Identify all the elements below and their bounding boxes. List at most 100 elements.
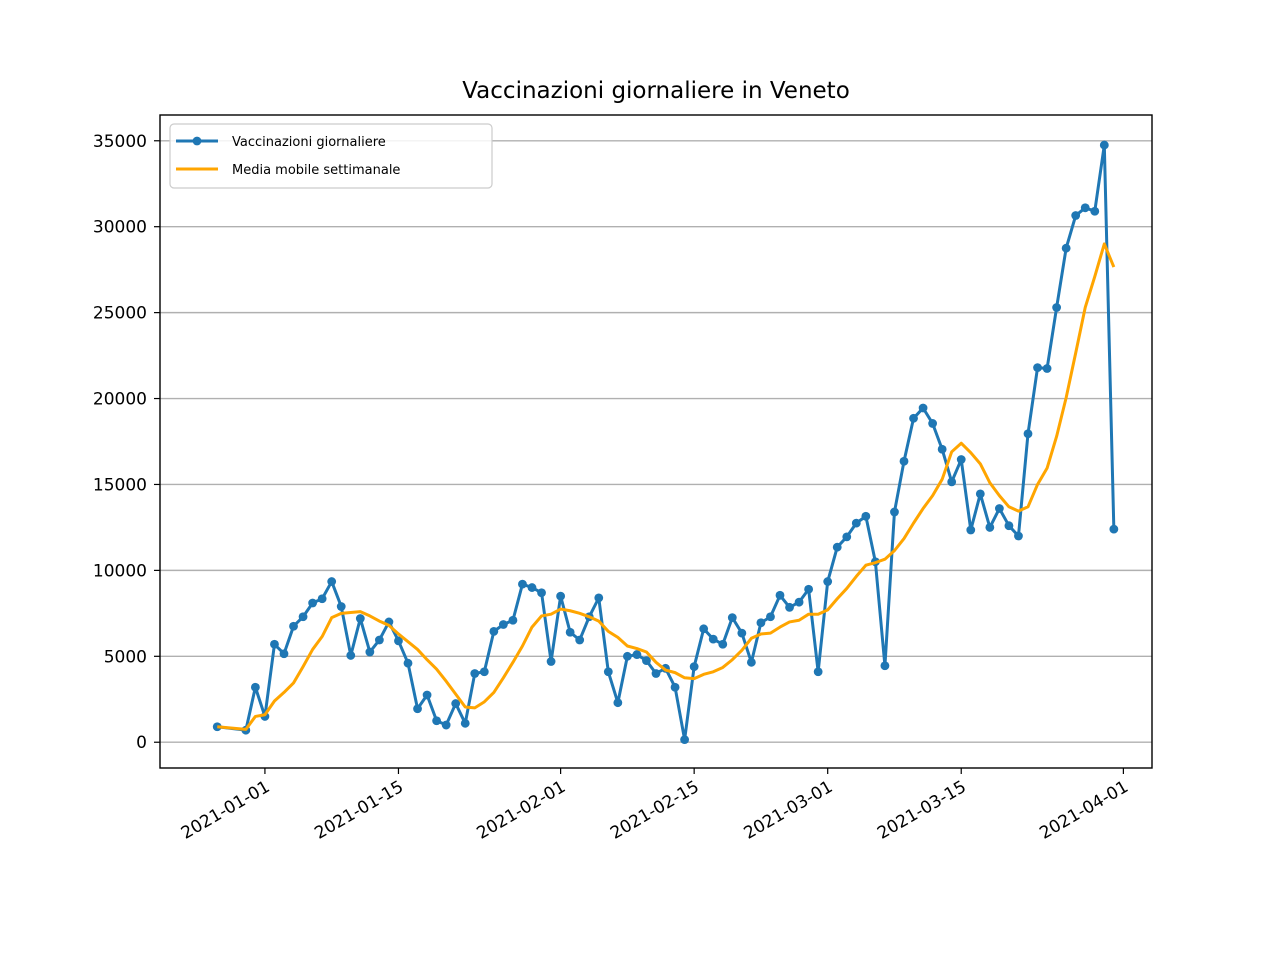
data-point xyxy=(575,635,585,645)
data-point xyxy=(861,511,871,521)
data-point xyxy=(737,628,747,638)
series-line-media-mobile-settimanale xyxy=(217,242,1116,731)
data-point xyxy=(804,584,814,594)
data-point xyxy=(394,636,403,646)
y-tick-label: 10000 xyxy=(93,561,147,581)
data-point xyxy=(899,456,909,466)
data-point xyxy=(890,507,899,517)
x-tick-label: 2021-03-01 xyxy=(741,777,837,844)
data-point xyxy=(565,627,575,637)
data-point xyxy=(556,591,566,601)
series-group xyxy=(212,140,1119,745)
data-point xyxy=(622,651,632,661)
plot-frame xyxy=(159,114,1153,769)
data-point xyxy=(270,639,279,649)
data-point xyxy=(537,588,546,598)
data-point xyxy=(1004,521,1014,531)
data-point xyxy=(994,504,1004,513)
data-point xyxy=(1014,531,1023,541)
data-point xyxy=(785,602,794,612)
data-point xyxy=(766,612,775,622)
data-point xyxy=(603,667,613,677)
y-tick-label: 0 xyxy=(136,733,147,753)
y-tick-label: 20000 xyxy=(93,390,147,410)
series-line-vaccinazioni-giornaliere xyxy=(217,143,1116,742)
y-tick-label: 25000 xyxy=(93,304,147,324)
data-point xyxy=(432,716,442,726)
data-point xyxy=(279,649,289,659)
x-tick-label: 2021-02-15 xyxy=(607,777,703,844)
data-point xyxy=(613,698,623,708)
data-point xyxy=(651,669,661,678)
plot-area xyxy=(212,140,1119,745)
data-point xyxy=(985,523,995,532)
data-point xyxy=(918,403,928,413)
data-point xyxy=(956,455,966,464)
data-point xyxy=(1042,364,1052,373)
y-tick-label: 35000 xyxy=(93,132,147,152)
data-point xyxy=(689,662,699,672)
data-point xyxy=(642,656,651,665)
data-point xyxy=(832,542,842,552)
x-tick-label: 2021-03-15 xyxy=(874,777,970,844)
y-tick-label: 30000 xyxy=(93,218,147,238)
data-point xyxy=(1109,524,1119,534)
data-point xyxy=(422,690,432,700)
data-point xyxy=(498,620,508,629)
data-point xyxy=(1033,363,1042,373)
data-point xyxy=(546,657,556,666)
x-tick-label: 2021-01-01 xyxy=(178,777,274,844)
data-point xyxy=(775,590,785,600)
data-point xyxy=(699,624,709,634)
data-point xyxy=(851,518,861,528)
data-point xyxy=(670,682,680,692)
data-point xyxy=(1023,429,1033,439)
data-point xyxy=(937,444,947,454)
data-point xyxy=(298,612,308,622)
data-point xyxy=(680,735,690,745)
data-point xyxy=(1061,243,1071,253)
chart-title: Vaccinazioni giornaliere in Veneto xyxy=(462,78,850,104)
data-point xyxy=(718,639,728,649)
data-point xyxy=(250,682,260,692)
data-point xyxy=(1090,206,1100,216)
legend-label: Media mobile settimanale xyxy=(232,163,400,178)
data-point xyxy=(842,532,852,542)
data-point xyxy=(479,667,489,677)
data-point xyxy=(289,621,298,631)
data-point xyxy=(880,661,890,671)
data-point xyxy=(1071,211,1081,220)
data-point xyxy=(527,583,537,592)
axes: 0 5000 10000 15000 20000 25000 30000 35000 2021-… xyxy=(93,132,1132,844)
data-point xyxy=(355,614,365,623)
data-point xyxy=(365,647,375,657)
legend: Vaccinazioni giornaliere Media mobile set… xyxy=(169,123,493,189)
data-point xyxy=(594,593,604,603)
data-point xyxy=(928,419,938,428)
data-point xyxy=(308,598,318,608)
legend-swatch-marker xyxy=(192,136,202,146)
data-point xyxy=(336,602,346,611)
data-point xyxy=(823,577,833,586)
data-point xyxy=(374,635,384,645)
grid-lines xyxy=(160,140,1152,743)
data-point xyxy=(413,704,422,714)
data-point xyxy=(632,650,642,659)
data-point xyxy=(1099,140,1109,150)
y-tick-label: 15000 xyxy=(93,475,147,495)
data-point xyxy=(470,669,480,678)
legend-label: Vaccinazioni giornaliere xyxy=(232,135,386,150)
data-point xyxy=(966,525,976,535)
data-point xyxy=(460,718,470,728)
data-point xyxy=(746,657,756,667)
data-point xyxy=(947,477,957,487)
data-point xyxy=(813,667,823,677)
data-point xyxy=(346,651,356,660)
data-point xyxy=(508,615,518,625)
data-point xyxy=(327,577,337,586)
data-point xyxy=(518,579,527,589)
data-point xyxy=(403,658,413,668)
data-point xyxy=(489,626,499,636)
data-point xyxy=(1052,303,1062,312)
